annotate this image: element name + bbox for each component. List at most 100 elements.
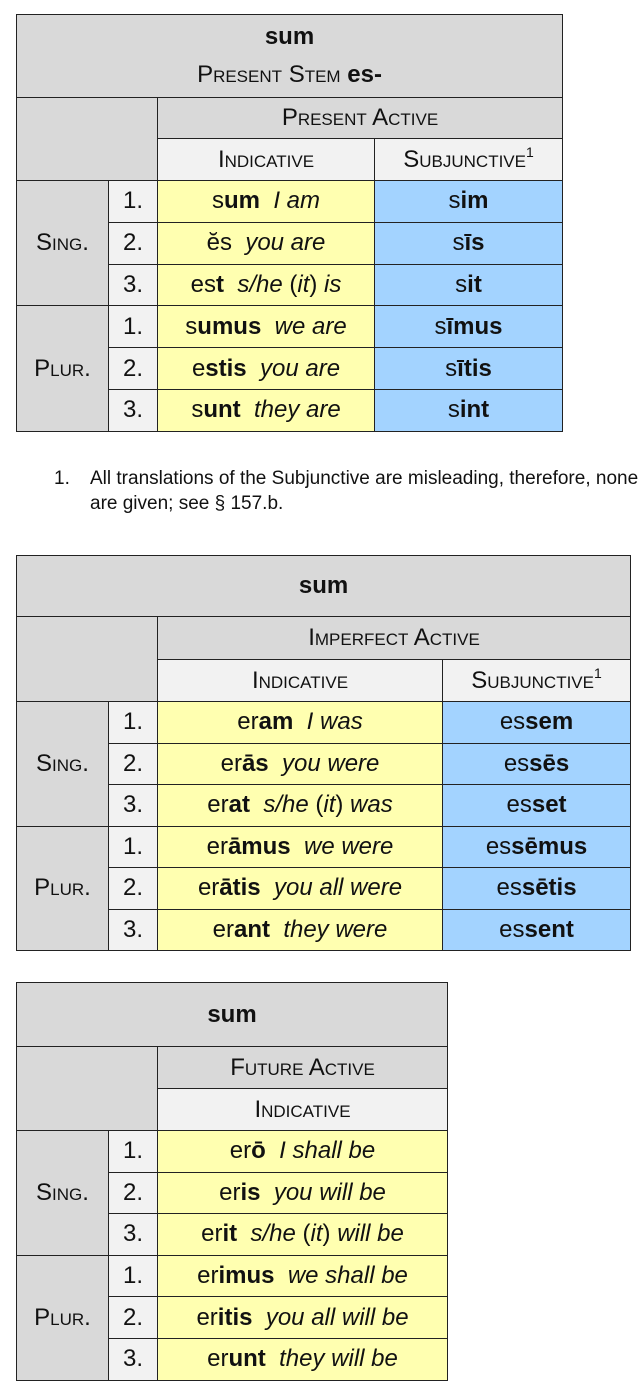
indicative-stem: er [207,791,229,819]
person-number: 2. [108,867,158,910]
indicative-stem: er [197,1262,219,1290]
mood-header-indicative: Indicative [156,1088,449,1131]
subjunctive-ending: it [467,270,482,298]
indicative-ending: am [258,708,294,736]
indicative-stem: er [229,1137,252,1165]
indicative-stem: s [191,396,204,424]
person-number: 1. [108,305,158,349]
indicative-gloss: we were [304,833,393,860]
number-label: Plur. [16,1254,109,1381]
indicative-ending: stis [205,354,247,382]
indicative-stem: s [211,187,224,215]
indicative-ending: um [223,187,260,215]
indicative-ending: imus [218,1262,275,1290]
person-number: 3. [108,263,158,307]
subjunctive-form: sint [373,388,564,432]
person-number: 2. [108,1296,158,1339]
indicative-form: sumus we are [157,305,375,349]
tense-header: Imperfect Active [156,616,632,660]
indicative-form: erās you were [157,742,443,785]
person-number: 2. [108,1171,158,1215]
mood-header-subjunctive: Subjunctive1 [373,138,564,181]
indicative-stem: er [219,1178,241,1206]
mood-label: Indicative [217,145,315,173]
footnote-ref: 1 [594,664,602,681]
mood-label: Indicative [251,666,349,694]
gloss-part: you will be [273,1178,386,1206]
subjunctive-form: esset [441,784,632,827]
mood-header-indicative: Indicative [157,138,375,181]
subjunctive-ending: īs [464,229,485,257]
subjunctive-form: sit [373,263,564,307]
tense-header: Future Active [156,1046,449,1089]
mood-label: Indicative [254,1095,351,1123]
gloss-part: they will be [279,1345,398,1373]
subjunctive-form: sim [373,180,564,223]
subjunctive-form: essēmus [441,825,632,868]
gloss-part: ( [295,1220,311,1248]
subjunctive-stem: es [499,708,526,736]
subjunctive-ending: im [460,187,489,215]
indicative-gloss: you were [282,750,379,777]
table-title: sum [264,23,315,50]
indicative-form: est s/he (it) is [157,263,375,307]
indicative-ending: itis [217,1303,253,1331]
gloss-part: they are [253,396,341,424]
mood-header-indicative: Indicative [157,659,443,702]
indicative-stem: ĕs [206,229,232,257]
person-number: 3. [108,1213,158,1256]
table-row: 2. erātis you all were essētis [17,867,632,910]
indicative-form: erō I shall be [156,1130,449,1173]
indicative-ending: is [240,1178,261,1206]
gloss-part: they were [283,915,388,943]
subjunctive-ending: sent [524,915,574,943]
indicative-ending: ō [251,1137,266,1165]
table-row: Plur. 1. erimus we shall be [16,1254,449,1381]
conjugation-table-1: sum Present Stem es- Present Active Indicat… [15,14,564,432]
gloss-part: ) [335,791,351,819]
subjunctive-form: sīs [373,221,564,265]
gloss-part: s/he [263,791,309,819]
table-row: 2. erās you were essēs [17,742,632,785]
indicative-form: estis you are [157,347,375,390]
indicative-ending: āmus [227,832,291,860]
subjunctive-form: essem [441,701,632,744]
table-title-cell: sum [15,982,449,1047]
indicative-gloss: they are [254,396,341,423]
subjunctive-ending: set [531,791,567,819]
subjunctive-form: sīmus [373,305,564,349]
subjunctive-stem: s [447,396,460,424]
indicative-ending: it [222,1220,238,1248]
indicative-stem: er [237,708,259,736]
indicative-stem: er [212,915,234,943]
person-number: 2. [108,221,158,265]
number-label: Sing. [16,179,109,307]
table-row: 2. eritis you all will be [17,1296,449,1339]
number-label: Sing. [16,701,109,827]
person-number: 3. [108,1337,158,1381]
gloss-part: ) [309,270,325,298]
indicative-gloss: they were [283,916,387,943]
indicative-form: sum I am [157,180,375,223]
subjunctive-form: sītis [373,347,564,390]
indicative-form: erat s/he (it) was [157,784,443,827]
indicative-gloss: they will be [279,1345,398,1372]
table-title: sum [207,1000,257,1028]
person-number: 1. [108,701,158,744]
table-row: Plur. 1. sumus we are sīmus [16,305,564,432]
gloss-part: s/he [250,1220,296,1248]
indicative-form: erunt they will be [156,1337,449,1381]
conjugation-table-2: sum Imperfect Active Indicative Subjunctive… [15,555,632,951]
indicative-stem: er [196,1303,218,1331]
indicative-ending: ās [241,749,269,777]
subjunctive-ending: sēmus [511,832,588,860]
gloss-part: I am [273,187,321,215]
indicative-gloss: I was [307,708,363,735]
corner-cell [16,97,158,181]
footnote-number: 1. [54,468,70,489]
corner-cell [16,616,158,702]
corner-cell [16,1046,158,1131]
indicative-gloss: you will be [274,1179,386,1206]
indicative-ending: ant [233,915,270,943]
indicative-form: erant they were [157,908,443,951]
